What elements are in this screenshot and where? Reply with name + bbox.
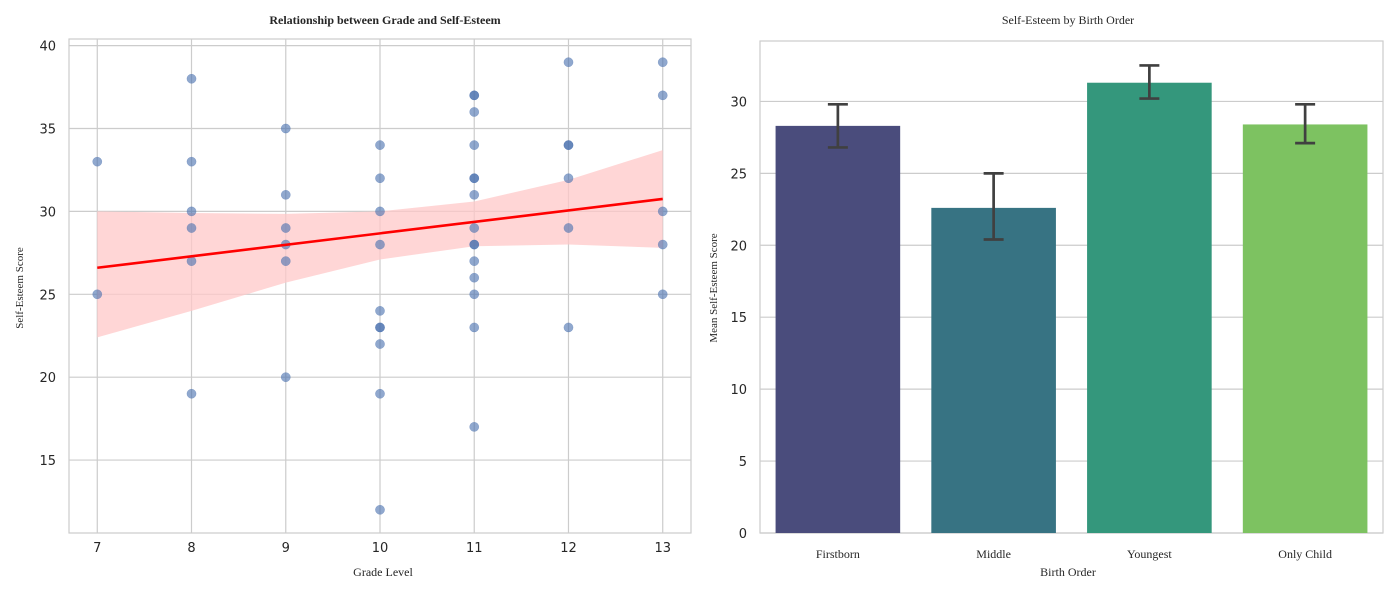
scatter-point [375,140,385,150]
bar-x-tick-label: Only Child [1278,547,1332,561]
scatter-point [186,223,197,233]
scatter-y-axis-label: Self-Esteem Score [14,247,26,329]
scatter-x-tick-label: 11 [466,541,483,556]
bar-x-tick-label: Youngest [1127,547,1172,561]
scatter-point [469,90,480,101]
bar-y-tick-labels: 0 5 10 15 20 25 30 [730,95,747,542]
bar-panel: Firstborn Middle Youngest Only Child 0 5 10 15… [708,13,1384,579]
bar [931,207,1056,533]
regression-line [97,197,663,270]
scatter-point [375,239,385,250]
bar-y-tick-label: 20 [730,239,747,254]
scatter-point [375,306,385,316]
scatter-point [469,189,480,200]
bar-title: Self-Esteem by Birth Order [1002,13,1134,27]
bar-y-tick-label: 10 [730,383,747,398]
scatter-x-tick-label: 8 [187,541,195,556]
scatter-x-tick-label: 7 [93,541,101,556]
scatter-point [657,239,668,250]
scatter-title: Relationship between Grade and Self-Este… [269,13,500,27]
scatter-y-tick-label: 25 [39,288,56,303]
scatter-x-axis-label: Grade Level [353,565,413,579]
scatter-point [92,156,103,167]
scatter-point [563,322,574,333]
scatter-point [469,289,480,300]
scatter-point [563,223,574,233]
scatter-point [375,322,385,333]
scatter-x-tick-label: 9 [282,541,290,556]
scatter-point [469,107,480,117]
scatter-point [186,73,197,84]
scatter-x-tick-label: 12 [560,541,577,556]
scatter-point [280,223,291,233]
bar-y-tick-label: 0 [739,527,747,542]
scatter-point [657,206,668,217]
scatter-point [469,322,480,333]
bar [1242,124,1368,533]
scatter-point [469,140,480,150]
error-bars [827,64,1316,241]
scatter-x-tick-label: 13 [654,541,671,556]
scatter-point [563,57,574,68]
scatter-y-tick-label: 15 [39,454,56,469]
bar-x-tick-label: Middle [976,547,1011,561]
scatter-point [186,206,197,217]
scatter-point [469,239,480,250]
scatter-point [186,156,197,167]
scatter-point [469,422,480,432]
error-bar [827,102,848,149]
scatter-point [563,140,574,150]
error-bar [983,172,1004,241]
bar [775,125,901,533]
regression-line [97,197,663,270]
scatter-y-tick-labels: 15 20 25 30 35 40 [39,40,56,469]
scatter-point [469,223,480,233]
bar-x-tick-labels: Firstborn Middle Youngest Only Child [816,547,1332,561]
scatter-point [186,388,197,399]
scatter-point [563,173,574,184]
scatter-points [92,57,668,515]
scatter-point [375,504,385,515]
scatter-point [375,206,385,217]
bar-x-axis-label: Birth Order [1040,565,1096,579]
scatter-point [280,189,291,200]
scatter-y-tick-label: 30 [39,205,56,220]
bars [775,82,1368,533]
scatter-point [375,339,385,349]
bar-y-tick-label: 5 [739,455,747,470]
scatter-point [657,289,668,300]
scatter-point [657,57,668,68]
bar-y-tick-label: 15 [730,311,747,326]
scatter-y-tick-label: 20 [39,371,56,386]
scatter-point [469,272,480,283]
scatter-point [469,173,480,184]
bar-x-tick-label: Firstborn [816,547,860,561]
scatter-point [469,256,480,266]
scatter-x-tick-label: 10 [372,541,389,556]
scatter-x-tick-labels: 7 8 9 10 11 12 13 [93,541,671,556]
bar [1087,82,1212,533]
bar-y-tick-label: 25 [730,167,747,182]
scatter-point [280,123,291,134]
scatter-panel: 7 8 9 10 11 12 13 15 20 25 30 35 40 Relationship be… [14,13,692,579]
scatter-point [657,90,668,101]
error-bar [1139,64,1160,100]
scatter-point [280,372,291,383]
scatter-y-tick-label: 35 [39,123,56,138]
scatter-point [375,388,385,399]
scatter-y-tick-label: 40 [39,40,56,55]
scatter-point [92,289,103,300]
bar-y-axis-label: Mean Self-Esteem Score [708,233,720,342]
bar-y-tick-label: 30 [730,95,747,110]
scatter-point [280,256,291,266]
scatter-point [375,173,385,184]
error-bar [1295,102,1316,145]
